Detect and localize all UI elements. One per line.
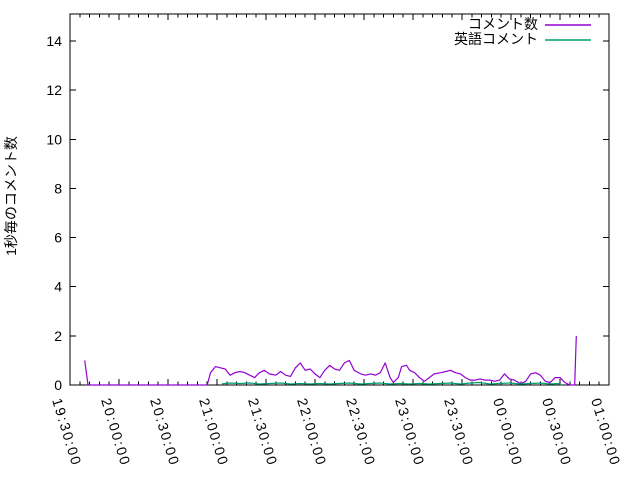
legend-label-english-comment: 英語コメント [454, 31, 538, 47]
y-tick-label: 6 [54, 230, 62, 246]
y-tick-label: 12 [46, 82, 62, 98]
y-tick-label: 14 [46, 33, 62, 49]
y-tick-label: 2 [54, 328, 62, 344]
y-tick-label: 0 [54, 377, 62, 393]
y-tick-label: 8 [54, 180, 62, 196]
legend-label-comment-count: コメント数 [468, 16, 538, 32]
y-axis-title: 1秒毎のコメント数 [3, 136, 19, 256]
y-tick-label: 10 [46, 131, 62, 147]
series-line-english-comment [221, 381, 562, 386]
plot-border [69, 13, 610, 386]
series-line-comment-count [84, 335, 577, 386]
y-tick-label: 4 [54, 279, 62, 295]
